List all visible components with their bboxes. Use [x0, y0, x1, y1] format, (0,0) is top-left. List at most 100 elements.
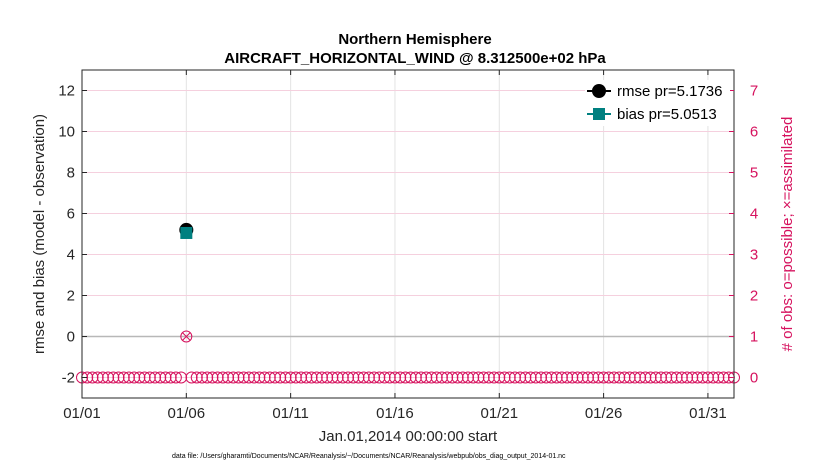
obs-possible-marker: [519, 371, 532, 384]
obs-possible-marker: [446, 371, 459, 384]
obs-possible-marker: [561, 371, 574, 384]
obs-possible-marker: [102, 371, 115, 384]
obs-possible-marker: [581, 371, 594, 384]
obs-possible-marker: [634, 371, 647, 384]
obs-possible-marker: [571, 371, 584, 384]
obs-possible-marker: [691, 371, 704, 384]
y-tick-label: 2: [67, 288, 75, 305]
obs-possible-marker: [383, 371, 396, 384]
obs-possible-marker: [498, 371, 511, 384]
legend-bias-label: bias pr=5.0513: [617, 106, 717, 123]
plot-frame: [81, 69, 735, 399]
obs-possible-marker: [310, 371, 323, 384]
obs-possible-marker: [138, 371, 151, 384]
obs-possible-marker: [686, 371, 699, 384]
obs-possible-marker: [180, 330, 193, 343]
obs-possible-marker: [321, 371, 334, 384]
y-tick-label: 6: [67, 206, 75, 223]
obs-possible-marker: [253, 371, 266, 384]
obs-possible-marker: [279, 371, 292, 384]
x-tick-label: 01/16: [376, 405, 414, 422]
obs-possible-marker: [206, 371, 219, 384]
y2-tick-label: 1: [750, 329, 758, 346]
obs-possible-marker: [289, 371, 302, 384]
y-tick-label: 10: [58, 124, 75, 141]
obs-possible-marker: [404, 371, 417, 384]
obs-possible-marker: [107, 371, 120, 384]
obs-possible-marker: [451, 371, 464, 384]
legend-rmse-label: rmse pr=5.1736: [617, 83, 722, 100]
obs-possible-marker: [508, 371, 521, 384]
obs-possible-marker: [216, 371, 229, 384]
obs-possible-marker: [222, 371, 235, 384]
obs-possible-marker: [670, 371, 683, 384]
obs-possible-marker: [618, 371, 631, 384]
obs-possible-marker: [112, 371, 125, 384]
obs-possible-marker: [336, 371, 349, 384]
x-axis-label: Jan.01,2014 00:00:00 start: [319, 428, 498, 445]
obs-possible-marker: [461, 371, 474, 384]
obs-possible-marker: [628, 371, 641, 384]
obs-possible-marker: [639, 371, 652, 384]
x-tick-label: 01/26: [585, 405, 623, 422]
obs-possible-marker: [550, 371, 563, 384]
y2-tick-label: 7: [750, 83, 758, 100]
obs-possible-marker: [555, 371, 568, 384]
obs-possible-marker: [388, 371, 401, 384]
obs-possible-marker: [133, 371, 146, 384]
obs-possible-marker: [587, 371, 600, 384]
obs-possible-marker: [232, 371, 245, 384]
obs-possible-marker: [623, 371, 636, 384]
obs-possible-marker: [352, 371, 365, 384]
obs-possible-marker: [128, 371, 141, 384]
obs-possible-marker: [362, 371, 375, 384]
obs-possible-marker: [472, 371, 485, 384]
obs-possible-marker: [237, 371, 250, 384]
obs-possible-marker: [378, 371, 391, 384]
obs-possible-marker: [566, 371, 579, 384]
obs-possible-marker: [164, 371, 177, 384]
obs-possible-marker: [482, 371, 495, 384]
y2-tick-label: 0: [750, 370, 758, 387]
obs-possible-marker: [154, 371, 167, 384]
y-tick-label: -2: [62, 370, 75, 387]
footnote: data file: /Users/gharamti/Documents/NCA…: [172, 453, 566, 460]
obs-possible-marker: [373, 371, 386, 384]
obs-possible-marker: [712, 371, 725, 384]
obs-possible-marker: [613, 371, 626, 384]
y-tick-label: 0: [67, 329, 75, 346]
obs-assimilated-marker: [181, 332, 191, 341]
obs-possible-marker: [701, 371, 714, 384]
y2-tick-label: 2: [750, 288, 758, 305]
obs-possible-marker: [149, 371, 162, 384]
obs-possible-marker: [435, 371, 448, 384]
obs-possible-marker: [420, 371, 433, 384]
y2-ticks: 0 1 2 3 4 5 6 7: [729, 83, 758, 387]
obs-possible-marker: [608, 371, 621, 384]
obs-markers: [76, 330, 740, 384]
obs-possible-marker: [342, 371, 355, 384]
obs-possible-marker: [602, 371, 615, 384]
obs-possible-marker: [529, 371, 542, 384]
obs-possible-marker: [681, 371, 694, 384]
obs-possible-marker: [409, 371, 422, 384]
x-tick-label: 01/31: [689, 405, 727, 422]
obs-possible-marker: [263, 371, 276, 384]
obs-possible-marker: [274, 371, 287, 384]
obs-possible-marker: [524, 371, 537, 384]
obs-possible-marker: [696, 371, 709, 384]
obs-possible-marker: [503, 371, 516, 384]
obs-possible-marker: [117, 371, 130, 384]
obs-possible-marker: [175, 371, 188, 384]
y2-tick-label: 3: [750, 247, 758, 264]
obs-possible-marker: [467, 371, 480, 384]
obs-possible-marker: [660, 371, 673, 384]
obs-possible-marker: [597, 371, 610, 384]
obs-possible-marker: [305, 371, 318, 384]
obs-possible-marker: [91, 371, 104, 384]
obs-possible-marker: [248, 371, 261, 384]
x-tick-label: 01/21: [481, 405, 519, 422]
obs-possible-marker: [545, 371, 558, 384]
obs-possible-marker: [211, 371, 224, 384]
obs-possible-marker: [493, 371, 506, 384]
